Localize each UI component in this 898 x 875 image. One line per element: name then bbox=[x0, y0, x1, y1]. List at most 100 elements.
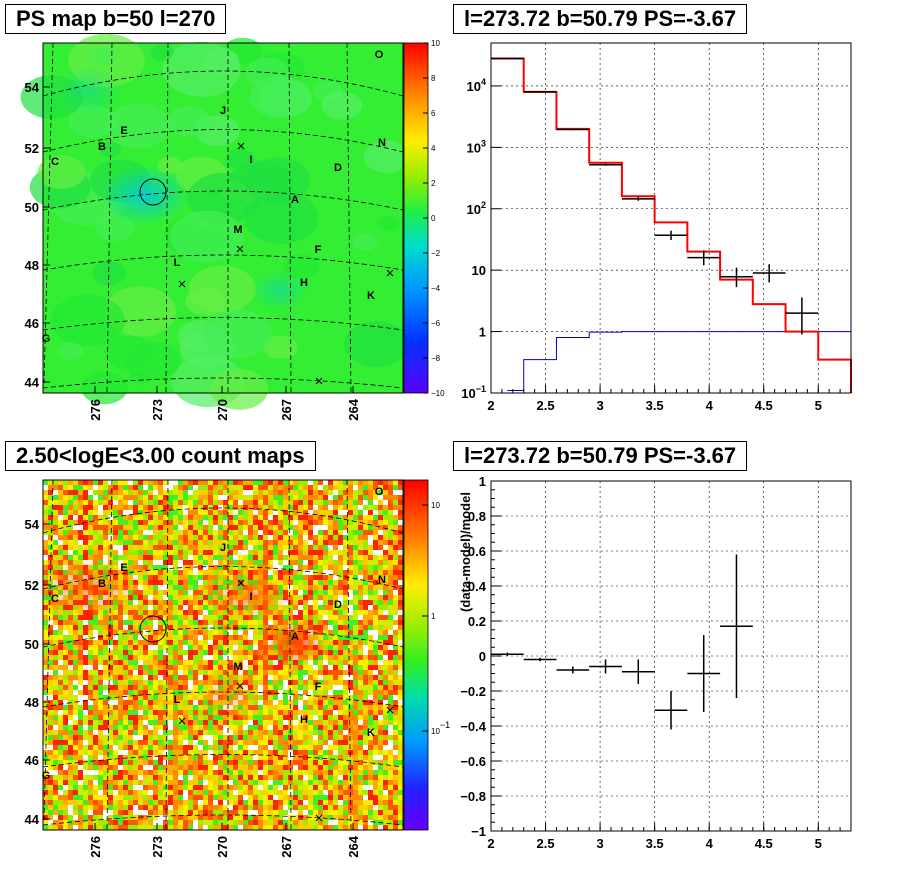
map-pixel bbox=[198, 560, 203, 565]
map-pixel bbox=[133, 515, 138, 520]
map-pixel bbox=[78, 785, 83, 790]
map-pixel bbox=[363, 640, 368, 645]
map-pixel bbox=[43, 540, 48, 545]
map-pixel bbox=[373, 660, 378, 665]
map-pixel bbox=[243, 545, 248, 550]
map-pixel bbox=[108, 645, 113, 650]
map-pixel bbox=[43, 800, 48, 805]
map-pixel bbox=[128, 765, 133, 770]
map-pixel bbox=[58, 480, 63, 485]
map-pixel bbox=[373, 570, 378, 575]
map-pixel bbox=[208, 495, 213, 500]
map-pixel bbox=[388, 685, 393, 690]
map-pixel bbox=[143, 515, 148, 520]
map-pixel bbox=[153, 530, 158, 535]
map-pixel bbox=[163, 585, 168, 590]
map-pixel bbox=[323, 735, 328, 740]
map-pixel bbox=[88, 685, 93, 690]
map-pixel bbox=[263, 525, 268, 530]
map-pixel bbox=[163, 800, 168, 805]
map-pixel bbox=[163, 740, 168, 745]
map-patch bbox=[51, 294, 125, 347]
map-pixel bbox=[193, 515, 198, 520]
map-pixel bbox=[278, 685, 283, 690]
map-pixel bbox=[338, 645, 343, 650]
map-pixel bbox=[68, 690, 73, 695]
map-pixel bbox=[158, 765, 163, 770]
map-pixel bbox=[88, 715, 93, 720]
map-pixel bbox=[328, 510, 333, 515]
map-pixel bbox=[343, 645, 348, 650]
map-pixel bbox=[358, 765, 363, 770]
map-pixel bbox=[48, 635, 53, 640]
map-pixel bbox=[363, 675, 368, 680]
map-pixel bbox=[318, 550, 323, 555]
map-pixel bbox=[373, 610, 378, 615]
map-pixel bbox=[333, 765, 338, 770]
map-pixel bbox=[88, 650, 93, 655]
map-pixel bbox=[218, 725, 223, 730]
map-pixel bbox=[298, 495, 303, 500]
map-pixel bbox=[178, 505, 183, 510]
map-pixel bbox=[343, 725, 348, 730]
map-pixel bbox=[353, 730, 358, 735]
map-pixel bbox=[208, 575, 213, 580]
map-pixel bbox=[253, 720, 258, 725]
map-pixel bbox=[298, 750, 303, 755]
map-pixel bbox=[108, 690, 113, 695]
map-pixel bbox=[348, 530, 353, 535]
map-pixel bbox=[113, 745, 118, 750]
map-pixel bbox=[98, 675, 103, 680]
map-pixel bbox=[228, 760, 233, 765]
map-pixel bbox=[283, 485, 288, 490]
map-pixel bbox=[98, 665, 103, 670]
map-pixel bbox=[268, 725, 273, 730]
map-pixel bbox=[388, 740, 393, 745]
map-pixel bbox=[168, 615, 173, 620]
map-pixel bbox=[48, 550, 53, 555]
map-pixel bbox=[133, 555, 138, 560]
map-pixel bbox=[63, 520, 68, 525]
map-pixel bbox=[318, 680, 323, 685]
map-pixel bbox=[128, 780, 133, 785]
map-pixel bbox=[188, 495, 193, 500]
map-pixel bbox=[238, 645, 243, 650]
map-pixel bbox=[158, 645, 163, 650]
map-pixel bbox=[48, 760, 53, 765]
map-pixel bbox=[168, 595, 173, 600]
map-pixel bbox=[368, 740, 373, 745]
map-pixel bbox=[223, 480, 228, 485]
map-pixel bbox=[158, 550, 163, 555]
map-pixel bbox=[363, 695, 368, 700]
map-pixel bbox=[43, 565, 48, 570]
map-pixel bbox=[193, 790, 198, 795]
map-pixel bbox=[153, 515, 158, 520]
map-pixel bbox=[173, 500, 178, 505]
map-pixel bbox=[363, 565, 368, 570]
map-pixel bbox=[73, 765, 78, 770]
map-pixel bbox=[308, 585, 313, 590]
map-pixel bbox=[373, 545, 378, 550]
map-pixel bbox=[183, 715, 188, 720]
map-pixel bbox=[248, 795, 253, 800]
map-pixel bbox=[303, 500, 308, 505]
map-pixel bbox=[113, 525, 118, 530]
map-pixel bbox=[98, 655, 103, 660]
map-pixel bbox=[153, 760, 158, 765]
map-pixel bbox=[153, 680, 158, 685]
map-pixel bbox=[358, 615, 363, 620]
map-pixel bbox=[188, 535, 193, 540]
map-pixel bbox=[228, 650, 233, 655]
map-pixel bbox=[193, 695, 198, 700]
map-pixel bbox=[313, 770, 318, 775]
map-pixel bbox=[158, 725, 163, 730]
map-pixel bbox=[88, 665, 93, 670]
map-pixel bbox=[398, 625, 403, 630]
map-pixel bbox=[163, 670, 168, 675]
map-pixel bbox=[53, 490, 58, 495]
map-pixel bbox=[283, 685, 288, 690]
colorbar-tick-label: −2 bbox=[431, 249, 441, 258]
map-pixel bbox=[383, 805, 388, 810]
map-pixel bbox=[63, 545, 68, 550]
map-pixel bbox=[308, 750, 313, 755]
